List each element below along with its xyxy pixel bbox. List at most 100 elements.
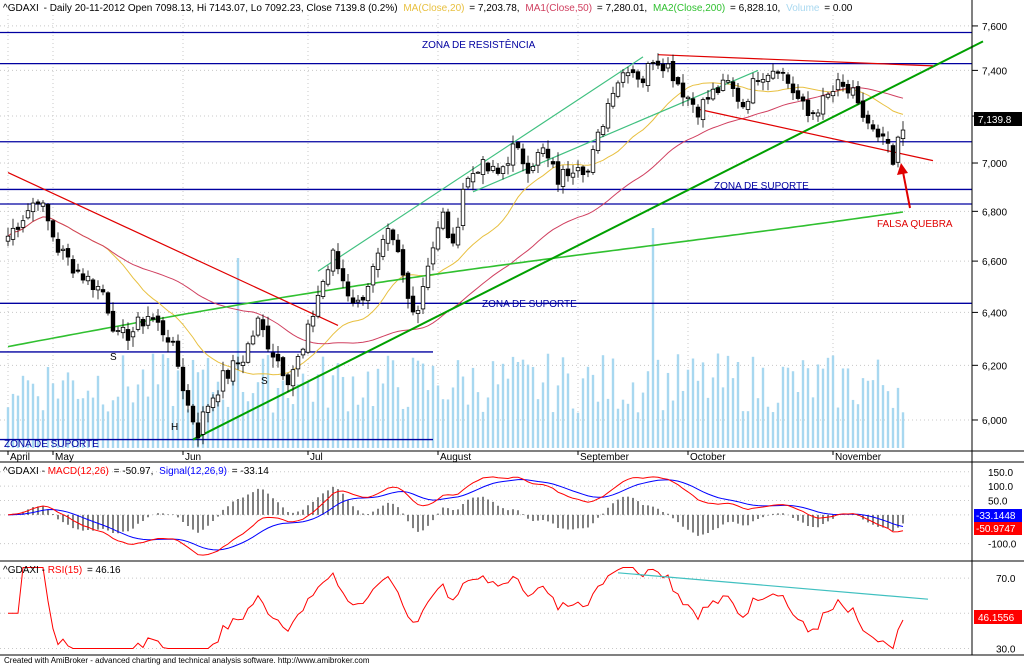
rsi-lines bbox=[8, 567, 929, 650]
volume-bar bbox=[481, 411, 485, 448]
volume-bar bbox=[321, 356, 325, 448]
candle-body bbox=[370, 266, 376, 286]
header-summary: - Daily 20-11-2012 Open 7098.13, Hi 7143… bbox=[44, 3, 398, 14]
candle-body bbox=[340, 268, 346, 282]
candle-body bbox=[645, 63, 651, 87]
candle-body bbox=[30, 202, 36, 213]
macd-macd-tag: -50.9747 bbox=[976, 524, 1016, 535]
candle-body bbox=[860, 100, 866, 118]
candle-body bbox=[855, 86, 861, 104]
candle-body bbox=[585, 170, 591, 173]
candle-body bbox=[620, 72, 626, 83]
volume-bar bbox=[386, 355, 390, 448]
candle-body bbox=[205, 405, 211, 413]
candle-body bbox=[650, 62, 656, 64]
candle-body bbox=[660, 63, 666, 72]
rsi-tag: 46.1556 bbox=[978, 613, 1015, 624]
volume-bar bbox=[536, 399, 540, 448]
candle-body bbox=[550, 161, 556, 165]
volume-bar bbox=[726, 355, 730, 448]
volume-bar bbox=[741, 411, 745, 448]
header-volume-label: Volume bbox=[786, 3, 820, 14]
candle-body bbox=[135, 316, 141, 330]
candle-body bbox=[515, 142, 521, 149]
volume-bar bbox=[171, 405, 175, 448]
volume-bar bbox=[661, 410, 665, 448]
candle-body bbox=[590, 149, 596, 173]
candle-body bbox=[765, 74, 771, 82]
candle-body bbox=[430, 247, 436, 265]
volume-bar bbox=[66, 372, 70, 448]
volume-bar bbox=[246, 401, 250, 448]
macd-header-value: = -50.97, bbox=[114, 466, 154, 477]
candle-body bbox=[90, 279, 96, 291]
candle-body bbox=[85, 275, 91, 282]
volume-bar bbox=[801, 360, 805, 448]
candle-body bbox=[850, 87, 856, 96]
candle-body bbox=[185, 390, 191, 406]
volume-bar bbox=[381, 383, 385, 448]
candle-body bbox=[295, 356, 301, 370]
candle-body bbox=[225, 370, 231, 379]
candle-body bbox=[395, 239, 401, 253]
volume-bar bbox=[136, 384, 140, 448]
volume-bar bbox=[331, 375, 335, 448]
candle-body bbox=[260, 319, 266, 331]
candle-body bbox=[530, 166, 536, 171]
volume-bar bbox=[126, 386, 130, 448]
macd-header-signal-label: Signal(12,26,9) bbox=[159, 466, 227, 477]
volume-bar bbox=[881, 385, 885, 448]
candle-body bbox=[740, 101, 746, 108]
price-tick-label: 6,200 bbox=[982, 361, 1007, 372]
macd-header-prefix: ^GDAXI - bbox=[3, 466, 48, 477]
header-ma-value: = 7,203.78, bbox=[469, 3, 519, 14]
volume-bar bbox=[96, 375, 100, 448]
candle-body bbox=[350, 297, 356, 304]
candle-body bbox=[450, 233, 456, 244]
macd-tick-label: 150.0 bbox=[988, 468, 1013, 479]
volume-bar bbox=[81, 398, 85, 448]
volume-bar bbox=[86, 390, 90, 448]
volume-bar bbox=[441, 399, 445, 448]
volume-bar bbox=[276, 387, 280, 448]
candle-body bbox=[805, 99, 811, 117]
candle-body bbox=[670, 61, 676, 82]
volume-bar bbox=[606, 398, 610, 448]
header-ma1-value: = 7,280.01, bbox=[597, 3, 647, 14]
candle-body bbox=[440, 211, 446, 229]
candle-body bbox=[610, 92, 616, 107]
volume-bar bbox=[571, 408, 575, 448]
candle-body bbox=[520, 148, 526, 165]
rsi-header-prefix: ^GDAXI - bbox=[3, 565, 48, 576]
volume-bar bbox=[336, 363, 340, 448]
volume-bar bbox=[751, 356, 755, 448]
candle-body bbox=[245, 343, 251, 363]
volume-bar bbox=[831, 355, 835, 448]
volume-bar bbox=[241, 391, 245, 448]
candle-body bbox=[345, 281, 351, 297]
candle-body bbox=[300, 348, 306, 356]
candle-body bbox=[120, 326, 126, 334]
volume-bar bbox=[781, 366, 785, 448]
candle-body bbox=[485, 162, 491, 172]
candle-body bbox=[410, 295, 416, 313]
header-ma-label: MA(Close,20) bbox=[403, 3, 464, 14]
candle-body bbox=[415, 310, 421, 314]
candle-body bbox=[600, 126, 606, 135]
candle-body bbox=[865, 114, 871, 124]
volume-bar bbox=[711, 377, 715, 448]
candle-body bbox=[625, 72, 631, 77]
volume-bar bbox=[16, 395, 20, 448]
candle-body bbox=[290, 369, 296, 387]
trendline-top-line bbox=[657, 54, 934, 67]
candle-body bbox=[535, 152, 541, 166]
volume-bar bbox=[236, 258, 240, 448]
candle-body bbox=[210, 397, 216, 408]
volume-bar bbox=[761, 367, 765, 448]
ma-line-50 bbox=[7, 87, 904, 345]
volume-bar bbox=[676, 354, 680, 448]
candle-body bbox=[825, 93, 831, 98]
candle-body bbox=[285, 374, 291, 386]
volume-bar bbox=[21, 375, 25, 448]
